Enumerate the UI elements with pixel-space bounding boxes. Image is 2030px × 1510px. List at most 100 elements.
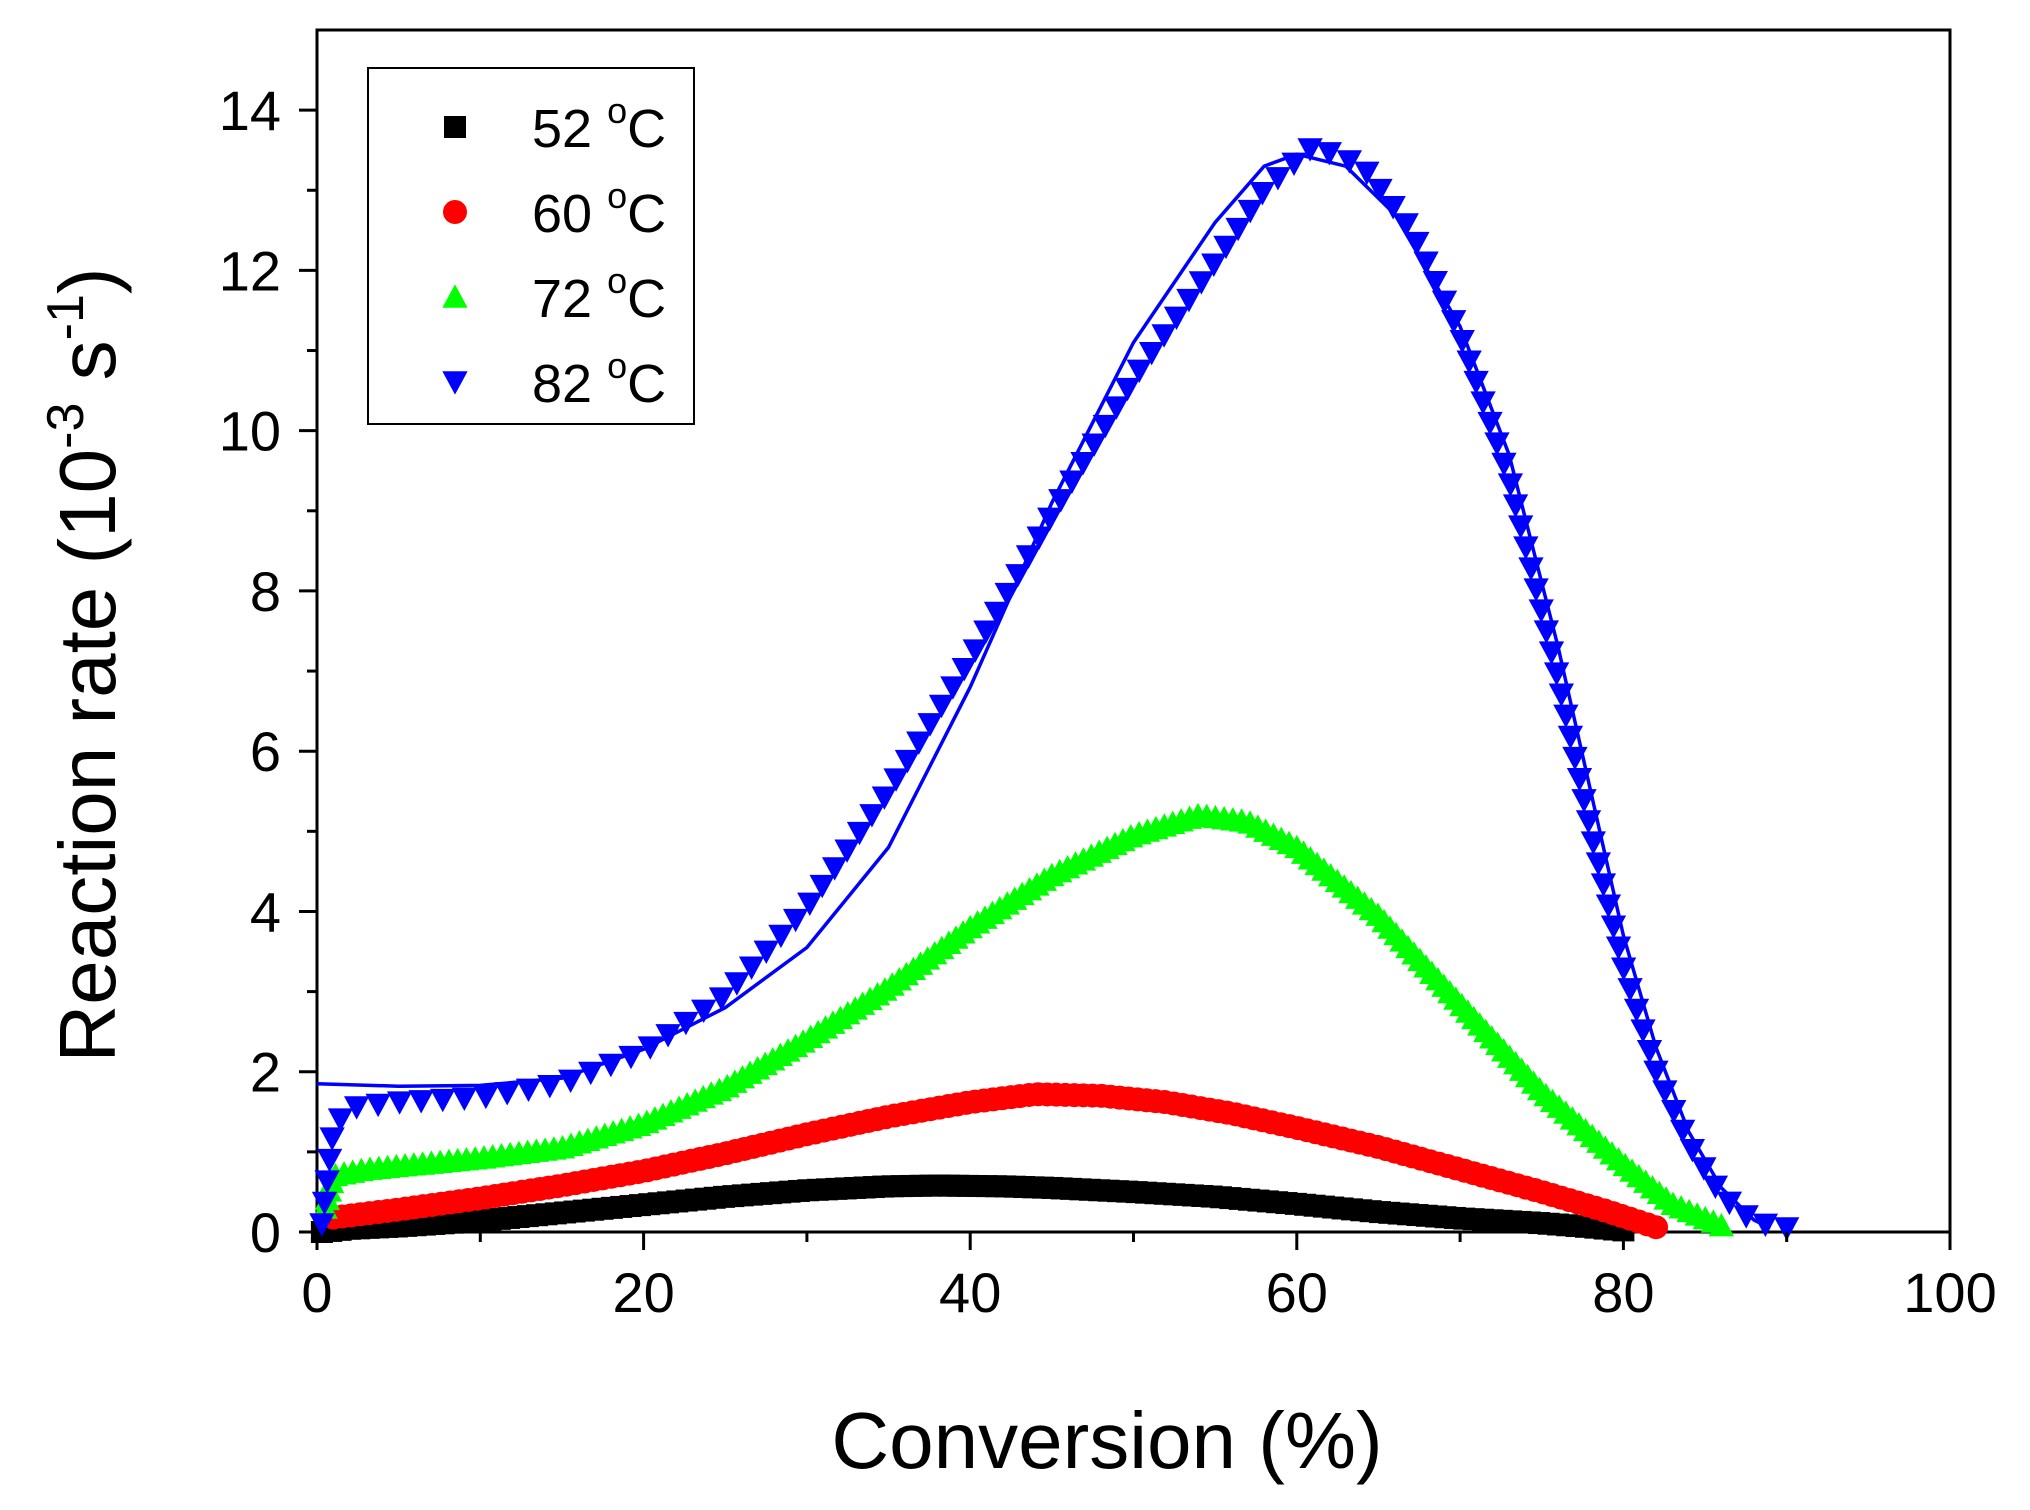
series-3-point-18: [598, 1053, 624, 1078]
series-3-point-82: [1431, 290, 1458, 314]
series-3-point-13: [494, 1082, 520, 1106]
series-3-point-111: [1595, 894, 1622, 918]
series-3-point-123: [1679, 1138, 1706, 1163]
series-3-point-102: [1553, 704, 1579, 729]
series-3-point-49: [1015, 545, 1042, 569]
series-3-point-75: [1354, 161, 1380, 186]
series-3-point-128: [1752, 1213, 1779, 1237]
series-3-point-91: [1497, 473, 1524, 497]
series-2-markers: [312, 802, 1735, 1237]
series-3-point-121: [1661, 1100, 1687, 1124]
fit-line-2: [333, 817, 1723, 1229]
series-3-point-22: [673, 1011, 699, 1036]
series-3-point-9: [408, 1090, 434, 1114]
series-3-point-60: [1139, 341, 1165, 366]
series-3-point-61: [1151, 324, 1177, 348]
series-3-point-92: [1502, 494, 1529, 518]
series-3-point-76: [1367, 178, 1393, 203]
x-axis-title: Conversion (%): [831, 1396, 1382, 1485]
y-tick-label-5: 10: [219, 400, 281, 463]
series-3-point-86: [1463, 370, 1489, 395]
series-3-point-25: [724, 972, 750, 996]
x-tick-label-0: 0: [301, 1261, 332, 1324]
series-3-point-84: [1449, 329, 1475, 354]
series-3-point-105: [1566, 768, 1593, 792]
series-3-point-100: [1543, 662, 1570, 686]
series-3-point-110: [1590, 873, 1617, 897]
series-3-point-0: [309, 1213, 335, 1237]
series-3-point-35: [859, 804, 885, 828]
series-3-point-55: [1081, 433, 1107, 457]
legend-label-3: 82 oC: [532, 345, 666, 414]
series-3-point-98: [1533, 620, 1560, 644]
series-3-point-65: [1201, 253, 1227, 277]
series-3-point-103: [1557, 725, 1584, 750]
series-3-point-119: [1643, 1060, 1669, 1085]
series-3-point-72: [1297, 138, 1323, 162]
series-3-point-36: [871, 786, 898, 810]
x-tick-label-2: 40: [939, 1261, 1001, 1324]
series-3-point-113: [1605, 936, 1632, 960]
series-3-point-83: [1441, 310, 1467, 334]
tick-labels: 0 20 40 60 80 100 0 2 4 6 8 10 12 14: [219, 79, 1997, 1324]
series-3-point-15: [537, 1075, 563, 1099]
series-3-point-23: [691, 999, 717, 1024]
legend-label-0: 52 oC: [532, 90, 666, 159]
legend-marker-1: [443, 200, 467, 224]
series-3-point-78: [1393, 213, 1419, 237]
series-3-point-116: [1623, 998, 1650, 1023]
legend: 52 oC 60 oC 72 oC 82 oC: [367, 67, 695, 425]
series-3-point-66: [1213, 235, 1239, 260]
series-3-point-80: [1413, 251, 1439, 275]
series-3-point-38: [894, 749, 921, 774]
series-3-point-117: [1630, 1019, 1656, 1043]
series-3-point-70: [1265, 167, 1291, 191]
series-3-point-27: [753, 940, 779, 964]
series-3-point-52: [1048, 489, 1074, 513]
series-2-point-189: [1708, 1212, 1735, 1237]
series-3-point-28: [768, 924, 794, 949]
series-3-point-37: [883, 768, 909, 792]
series-3-point-30: [797, 892, 823, 916]
series-3-point-64: [1188, 271, 1215, 295]
series-3-point-104: [1562, 746, 1588, 771]
series-3-point-2: [314, 1170, 340, 1194]
legend-marker-0: [444, 116, 466, 138]
legend-label-2: 72 oC: [532, 260, 666, 329]
series-3-point-6: [343, 1096, 370, 1120]
y-axis-title-exp2: -1: [37, 294, 95, 340]
series-3-point-16: [557, 1069, 584, 1093]
y-tick-label-3: 6: [250, 720, 281, 783]
series-3-point-115: [1617, 978, 1643, 1002]
series-3-point-21: [655, 1024, 681, 1048]
series-3-point-11: [451, 1087, 477, 1111]
series-3-point-10: [430, 1088, 456, 1113]
series-3-point-5: [327, 1108, 354, 1132]
series-3-point-43: [951, 657, 977, 682]
series-3-point-42: [940, 676, 966, 700]
y-axis-title-mid: s: [43, 340, 132, 402]
series-3-point-109: [1585, 852, 1612, 876]
series-3-point-79: [1404, 231, 1430, 256]
series-3-point-71: [1281, 152, 1307, 177]
series-3-point-39: [906, 731, 932, 755]
series-3-point-93: [1508, 515, 1534, 539]
series-3-point-106: [1571, 789, 1597, 813]
series-3-point-57: [1103, 396, 1130, 420]
series-3-point-124: [1691, 1157, 1717, 1181]
series-3-point-127: [1733, 1205, 1759, 1229]
series-3-point-45: [973, 620, 999, 644]
series-3-point-24: [708, 987, 735, 1011]
series-3-point-56: [1092, 414, 1118, 439]
axes: [299, 108, 1952, 1250]
series-3-point-14: [515, 1078, 542, 1102]
series-3-point-46: [983, 601, 1010, 626]
y-tick-label-0: 0: [250, 1201, 281, 1264]
data-markers: [309, 138, 1800, 1243]
series-1-markers: [321, 1082, 1669, 1240]
legend-item-1: 60 oC: [443, 175, 666, 244]
y-tick-label-6: 12: [219, 239, 281, 302]
series-3-point-85: [1456, 350, 1482, 374]
